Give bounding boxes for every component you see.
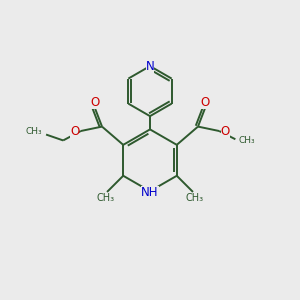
- Text: O: O: [70, 124, 80, 137]
- Text: CH₃: CH₃: [25, 127, 42, 136]
- Text: CH₃: CH₃: [239, 136, 256, 145]
- Text: NH: NH: [141, 186, 159, 199]
- Text: CH₃: CH₃: [185, 194, 203, 203]
- Text: O: O: [90, 96, 99, 109]
- Text: O: O: [201, 96, 210, 109]
- Text: N: N: [146, 60, 154, 73]
- Text: O: O: [220, 124, 230, 137]
- Text: CH₃: CH₃: [97, 194, 115, 203]
